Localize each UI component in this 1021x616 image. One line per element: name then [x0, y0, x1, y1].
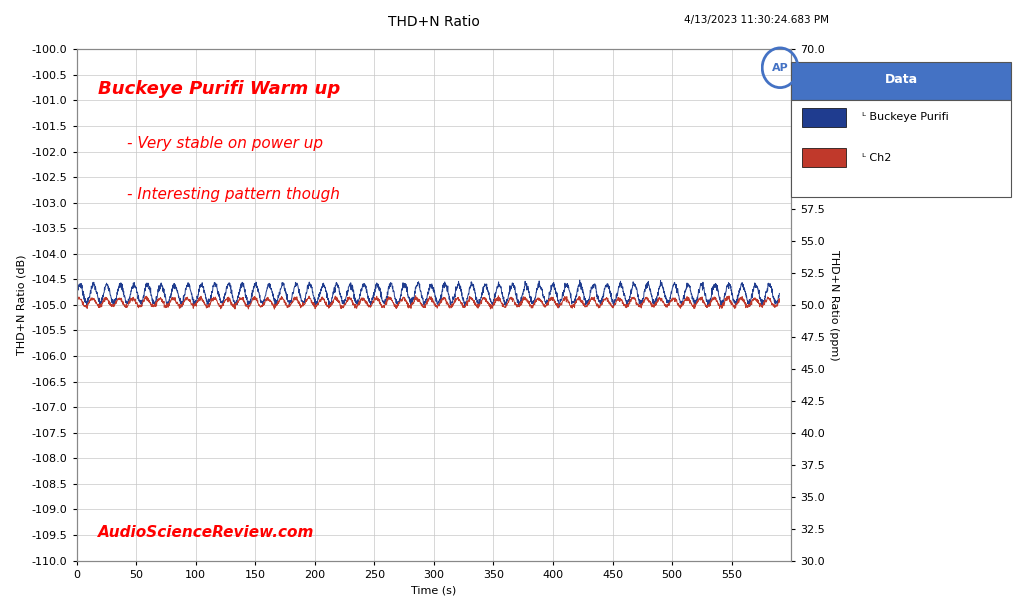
Y-axis label: THD+N Ratio (ppm): THD+N Ratio (ppm) [829, 249, 839, 360]
FancyBboxPatch shape [803, 108, 846, 127]
Text: Data: Data [884, 73, 918, 86]
Line: ᴸ Buckeye Purifi: ᴸ Buckeye Purifi [77, 280, 779, 307]
Text: AP: AP [772, 63, 788, 73]
ᴸ Buckeye Purifi [150, 296, 162, 304]
ᴸ Buckeye Purifi [192, 291, 204, 298]
ᴸ Buckeye Purifi [684, 287, 696, 294]
ᴸ Ch2 [150, 299, 162, 307]
ᴸ Ch2 [760, 298, 772, 306]
ᴸ Ch2 [192, 298, 204, 305]
ᴸ Buckeye Purifi [553, 304, 566, 311]
FancyBboxPatch shape [791, 62, 1011, 100]
ᴸ Buckeye Purifi [574, 277, 586, 284]
ᴸ Ch2 [773, 295, 785, 302]
ᴸ Ch2 [340, 299, 352, 307]
Line: ᴸ Ch2: ᴸ Ch2 [77, 296, 779, 309]
Text: THD+N Ratio: THD+N Ratio [388, 15, 480, 30]
X-axis label: Time (s): Time (s) [411, 585, 456, 595]
ᴸ Buckeye Purifi [773, 290, 785, 297]
Text: - Very stable on power up: - Very stable on power up [127, 136, 323, 151]
FancyBboxPatch shape [791, 100, 1011, 197]
ᴸ Ch2 [409, 292, 422, 299]
ᴸ Ch2 [269, 306, 281, 313]
Text: - Interesting pattern though: - Interesting pattern though [127, 187, 339, 202]
Text: Buckeye Purifi Warm up: Buckeye Purifi Warm up [98, 80, 340, 98]
Text: ᴸ Buckeye Purifi: ᴸ Buckeye Purifi [862, 112, 949, 122]
ᴸ Ch2 [371, 293, 383, 300]
Y-axis label: THD+N Ratio (dB): THD+N Ratio (dB) [16, 254, 27, 355]
ᴸ Buckeye Purifi [340, 293, 352, 301]
FancyBboxPatch shape [803, 148, 846, 168]
Text: AudioScienceReview.com: AudioScienceReview.com [98, 525, 314, 540]
ᴸ Ch2 [684, 297, 696, 304]
ᴸ Ch2 [70, 295, 83, 302]
ᴸ Buckeye Purifi [371, 280, 383, 287]
ᴸ Buckeye Purifi [70, 288, 83, 295]
Text: ᴸ Ch2: ᴸ Ch2 [862, 153, 891, 163]
Text: 4/13/2023 11:30:24.683 PM: 4/13/2023 11:30:24.683 PM [684, 15, 829, 25]
ᴸ Buckeye Purifi [760, 289, 772, 296]
